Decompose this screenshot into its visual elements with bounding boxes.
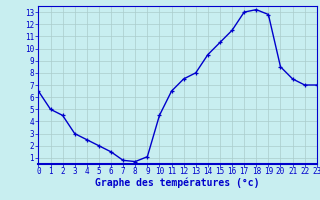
X-axis label: Graphe des températures (°c): Graphe des températures (°c)	[95, 177, 260, 188]
